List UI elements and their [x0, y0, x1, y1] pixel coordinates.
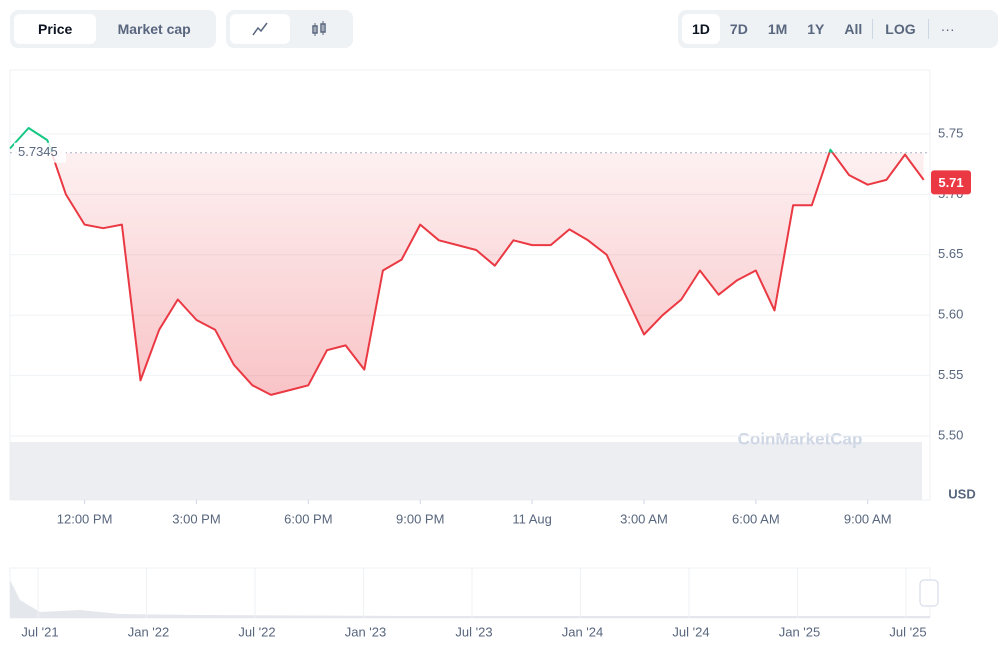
- watermark: CoinMarketCap: [738, 429, 863, 448]
- area: [10, 152, 924, 395]
- more-button[interactable]: ···: [940, 21, 955, 37]
- x-tick-label: 9:00 PM: [396, 511, 444, 526]
- x-tick-label: 9:00 AM: [844, 511, 892, 526]
- current-price-badge: [931, 170, 971, 195]
- x-tick-label: 3:00 AM: [620, 511, 668, 526]
- range-button[interactable]: All: [844, 21, 863, 37]
- navigator-label: Jul '21: [21, 624, 58, 639]
- chart-type-group: [226, 10, 353, 48]
- divider: [872, 19, 874, 39]
- navigator-label: Jul '22: [238, 624, 275, 639]
- navigator: [9, 567, 931, 619]
- volume-band: [10, 442, 922, 500]
- navigator-label: Jan '22: [128, 624, 170, 639]
- x-tick-label: 6:00 PM: [284, 511, 332, 526]
- tab[interactable]: Price: [14, 14, 97, 44]
- candle-toggle[interactable]: [290, 14, 350, 44]
- price-line: [9, 127, 925, 396]
- x-tick-label: 6:00 AM: [732, 511, 780, 526]
- tab[interactable]: Market cap: [117, 21, 191, 37]
- navigator-label: Jan '23: [345, 624, 387, 639]
- log-button[interactable]: LOG: [885, 21, 916, 37]
- navigator-area: [10, 580, 930, 618]
- y-tick-label: 5.65: [938, 246, 963, 261]
- navigator-handle[interactable]: [919, 579, 939, 607]
- current-price-label: 5.71: [938, 175, 963, 190]
- range-button[interactable]: 1D: [682, 14, 720, 44]
- y-unit: USD: [948, 486, 975, 501]
- y-tick-label: 5.75: [938, 125, 963, 140]
- y-tick-label: 5.70: [938, 186, 963, 201]
- plot-frame: [9, 69, 931, 501]
- navigator-label: Jul '24: [672, 624, 709, 639]
- range-group: 1D 7D 1M 1Y All LOG ···: [678, 10, 998, 48]
- range-button[interactable]: 1Y: [807, 21, 825, 37]
- range-button[interactable]: 1M: [767, 21, 788, 37]
- candle-icon: [312, 21, 326, 36]
- navigator-label: Jan '25: [779, 624, 821, 639]
- divider: [927, 19, 929, 39]
- y-tick-label: 5.55: [938, 367, 963, 382]
- navigator-label: Jul '25: [889, 624, 926, 639]
- line-toggle[interactable]: [230, 14, 290, 44]
- navigator-label: Jan '24: [562, 624, 604, 639]
- x-tick-label: 11 Aug: [512, 511, 552, 526]
- y-tick-label: 5.50: [938, 427, 963, 442]
- range-button[interactable]: 7D: [729, 21, 748, 37]
- reference-label-bg: [14, 142, 66, 163]
- navigator-label: Jul '23: [455, 624, 492, 639]
- x-tick-label: 3:00 PM: [172, 511, 220, 526]
- tab-group: Price Market cap: [10, 10, 216, 48]
- line-icon: [252, 22, 268, 36]
- y-tick-label: 5.60: [938, 307, 963, 322]
- reference-label: 5.7345: [18, 144, 58, 159]
- x-tick-label: 12:00 PM: [57, 511, 113, 526]
